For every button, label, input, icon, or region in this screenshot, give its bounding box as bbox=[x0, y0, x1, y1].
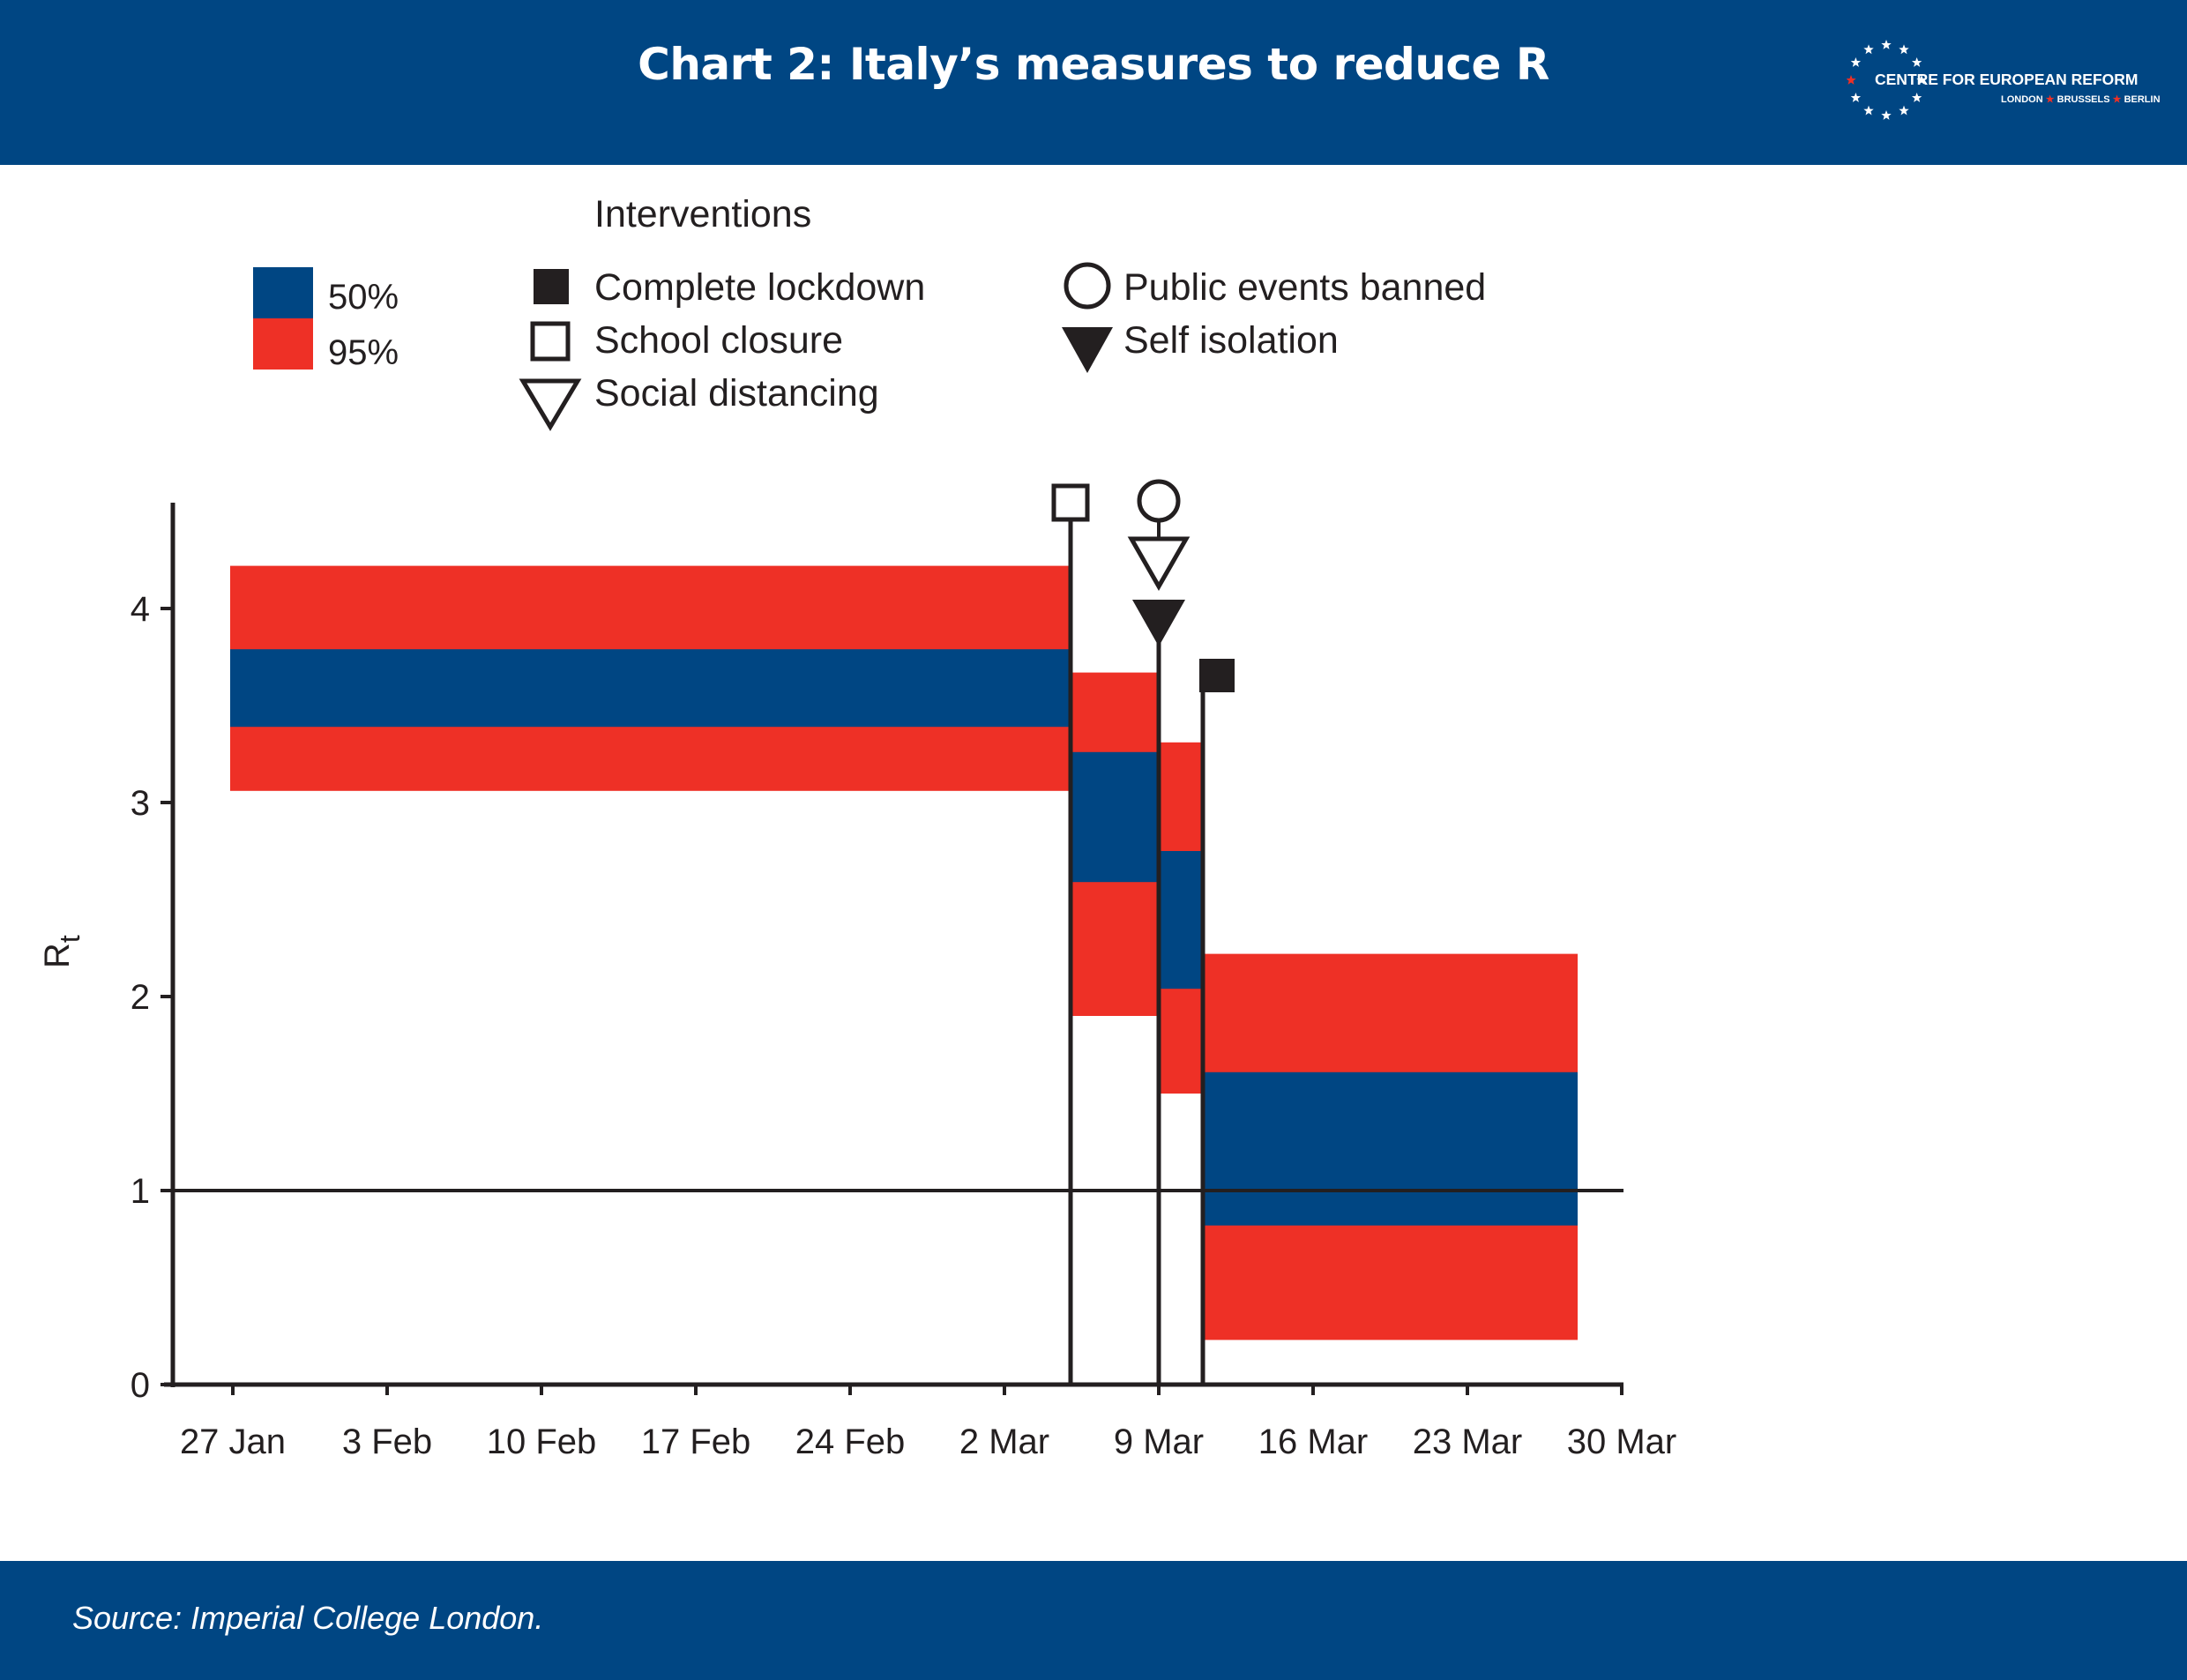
legend-social-distancing: Social distancing bbox=[594, 372, 879, 414]
open-down-triangle-icon bbox=[519, 378, 582, 431]
open-circle-icon bbox=[1064, 262, 1111, 310]
logo-star-icon bbox=[1911, 57, 1922, 67]
source-note: Source: Imperial College London. bbox=[72, 1600, 544, 1636]
logo-star-icon bbox=[1911, 93, 1922, 102]
open-circle-icon bbox=[1137, 479, 1181, 523]
y-tick-label: 2 bbox=[131, 978, 150, 1017]
logo-city: BERLIN bbox=[2124, 94, 2161, 105]
x-tick-label: 17 Feb bbox=[641, 1422, 751, 1461]
logo-star-icon bbox=[1881, 40, 1892, 49]
legend-complete-lockdown: Complete lockdown bbox=[594, 266, 925, 309]
x-tick-label: 2 Mar bbox=[959, 1422, 1049, 1461]
y-tick-label: 0 bbox=[131, 1366, 150, 1405]
x-tick-label: 10 Feb bbox=[487, 1422, 597, 1461]
logo-star-icon bbox=[1863, 105, 1874, 116]
y-tick-label: 3 bbox=[131, 784, 150, 823]
open-down-triangle-icon bbox=[1127, 536, 1191, 592]
legend-self-isolation: Self isolation bbox=[1123, 319, 1339, 362]
legend-swatch-95 bbox=[253, 318, 313, 370]
band-legend: 50% 95% bbox=[253, 267, 399, 372]
logo-name: CENTRE FOR EUROPEAN REFORM bbox=[1875, 71, 2138, 88]
filled-down-triangle-icon bbox=[1062, 327, 1113, 373]
logo-separator-icon: ★ bbox=[2045, 94, 2055, 105]
open-square-icon bbox=[530, 321, 571, 362]
logo-city: BRUSSELS bbox=[2056, 94, 2110, 105]
x-tick-label: 30 Mar bbox=[1567, 1422, 1677, 1461]
logo-star-icon bbox=[1899, 105, 1909, 116]
logo-cities: LONDON ★ BRUSSELS ★ BERLIN bbox=[2001, 93, 2161, 105]
footer-bar: Source: Imperial College London. bbox=[0, 1561, 2187, 1680]
x-tick-label: 23 Mar bbox=[1413, 1422, 1523, 1461]
filled-square-icon bbox=[1199, 659, 1235, 692]
x-tick-label: 27 Jan bbox=[180, 1422, 286, 1461]
logo-city: LONDON bbox=[2001, 94, 2043, 105]
x-tick-label: 9 Mar bbox=[1114, 1422, 1204, 1461]
y-axis-label: Rt bbox=[38, 935, 86, 968]
legend-school-closure: School closure bbox=[594, 319, 843, 362]
intervention-markers bbox=[1051, 479, 1235, 1385]
y-tick-label: 1 bbox=[131, 1172, 150, 1211]
logo-star-icon bbox=[1863, 44, 1874, 55]
open-square-icon bbox=[1051, 483, 1090, 522]
filled-square-icon bbox=[534, 269, 569, 304]
chart-title: Chart 2: Italy’s measures to reduce R bbox=[638, 39, 1549, 90]
legend-public-events-banned: Public events banned bbox=[1123, 266, 1486, 309]
ci50-band bbox=[1203, 1071, 1578, 1226]
header-bar: Chart 2: Italy’s measures to reduce R CE… bbox=[0, 0, 2187, 165]
x-tick-label: 16 Mar bbox=[1258, 1422, 1369, 1461]
ci50-band bbox=[1159, 851, 1203, 989]
x-tick-label: 3 Feb bbox=[342, 1422, 432, 1461]
y-axis-label-subscript: t bbox=[54, 935, 86, 943]
eu-stars-icon bbox=[1847, 40, 1926, 120]
bands-layer bbox=[230, 565, 1578, 1340]
cer-logo: CENTRE FOR EUROPEAN REFORM LONDON ★ BRUS… bbox=[1847, 34, 2164, 131]
legend-label-50: 50% bbox=[328, 278, 399, 317]
logo-star-icon bbox=[1899, 44, 1909, 55]
logo-star-icon bbox=[1847, 75, 1856, 85]
logo-star-icon bbox=[1881, 110, 1892, 120]
filled-down-triangle-icon bbox=[1132, 600, 1185, 646]
y-tick-label: 4 bbox=[131, 590, 150, 629]
logo-star-icon bbox=[1850, 57, 1862, 67]
y-axis-label-main: R bbox=[38, 943, 77, 968]
ci50-band bbox=[230, 649, 1071, 728]
x-tick-label: 24 Feb bbox=[795, 1422, 906, 1461]
interventions-legend: Interventions Complete lockdown School c… bbox=[519, 193, 1486, 431]
logo-separator-icon: ★ bbox=[2112, 94, 2122, 105]
ci50-band bbox=[1071, 751, 1159, 883]
legend-swatch-50 bbox=[253, 267, 313, 318]
logo-star-icon bbox=[1916, 75, 1926, 85]
interventions-title: Interventions bbox=[594, 193, 811, 235]
legend-label-95: 95% bbox=[328, 333, 399, 372]
logo-star-icon bbox=[1850, 93, 1862, 102]
axes-layer: 0 1 2 3 4 27 Jan 3 Feb 10 Feb 17 Feb 24 Feb 2 Mar 9… bbox=[131, 503, 1677, 1461]
chart-area: 50% 95% Interventions Complete lockdown … bbox=[38, 193, 1677, 1461]
